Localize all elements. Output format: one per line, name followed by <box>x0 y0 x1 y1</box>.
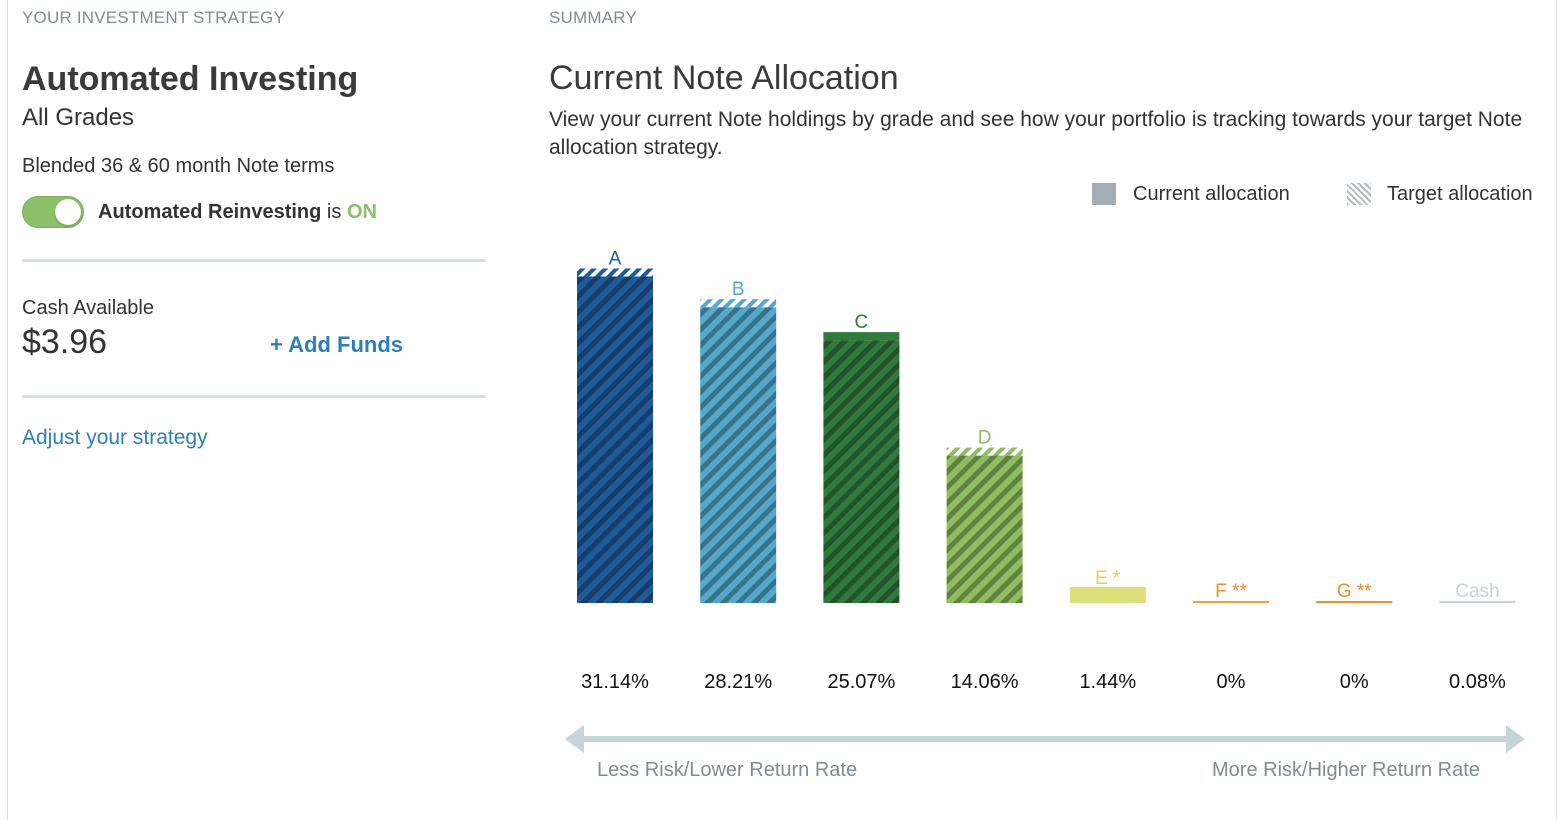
bar-label-3: D <box>978 428 992 449</box>
panel-border-left <box>7 0 8 820</box>
arrow-right-icon <box>1506 725 1525 753</box>
bar-2 <box>823 340 900 603</box>
bar-label-6: G ** <box>1337 581 1372 602</box>
bar-label-0: A <box>609 248 622 269</box>
strategy-grades: All Grades <box>22 104 135 131</box>
value-label-3: 14.06% <box>951 671 1019 693</box>
cash-label: Cash Available <box>22 297 154 319</box>
bar-1 <box>700 307 777 603</box>
risk-axis-high-label: More Risk/Higher Return Rate <box>1212 759 1480 781</box>
risk-arrow-line <box>580 736 1510 742</box>
strategy-terms: Blended 36 & 60 month Note terms <box>22 155 335 177</box>
value-label-6: 0% <box>1340 671 1369 693</box>
arrow-left-icon <box>565 725 584 753</box>
chart-title: Current Note Allocation <box>549 59 899 97</box>
value-label-0: 31.14% <box>581 671 649 693</box>
reinvest-is: is <box>326 201 342 223</box>
bar-label-4: E * <box>1095 568 1121 589</box>
bar-5 <box>1193 601 1269 603</box>
bar-0 <box>577 276 653 603</box>
toggle-knob <box>55 199 81 225</box>
target-cap-1 <box>700 299 777 308</box>
strategy-name: Automated Investing <box>22 60 359 98</box>
bar-label-2: C <box>855 312 869 333</box>
legend-target-label: Target allocation <box>1387 183 1533 205</box>
divider <box>22 395 486 398</box>
reinvest-label: Automated Reinvesting <box>98 201 322 223</box>
target-cap-2 <box>823 332 900 341</box>
bar-label-7: Cash <box>1455 581 1499 602</box>
bar-4 <box>1069 587 1146 603</box>
legend-current-label: Current allocation <box>1133 183 1290 205</box>
value-label-5: 0% <box>1217 671 1246 693</box>
bar-6 <box>1316 601 1393 603</box>
risk-axis-low-label: Less Risk/Lower Return Rate <box>597 759 858 781</box>
panel-border-right <box>1556 0 1557 820</box>
reinvest-status: Automated Reinvesting is ON <box>98 201 377 224</box>
value-label-1: 28.21% <box>704 671 772 693</box>
adjust-strategy-link[interactable]: Adjust your strategy <box>22 426 208 449</box>
summary-section-label: SUMMARY <box>549 8 637 27</box>
reinvest-toggle[interactable] <box>22 196 84 228</box>
bar-label-5: F ** <box>1215 581 1247 602</box>
strategy-section-label: YOUR INVESTMENT STRATEGY <box>22 8 285 27</box>
bar-7 <box>1439 601 1516 603</box>
divider <box>22 259 486 262</box>
value-label-4: 1.44% <box>1079 671 1136 693</box>
bar-3 <box>946 455 1023 603</box>
bar-label-1: B <box>732 279 745 300</box>
chart-description: View your current Note holdings by grade… <box>549 108 1523 159</box>
target-cap-3 <box>946 447 1023 456</box>
add-funds-link[interactable]: + Add Funds <box>270 332 404 357</box>
legend-current-swatch <box>1092 183 1116 205</box>
legend-target-swatch <box>1347 183 1371 205</box>
cash-value: $3.96 <box>22 323 108 361</box>
value-label-2: 25.07% <box>827 671 895 693</box>
reinvest-state: ON <box>346 201 377 223</box>
value-label-7: 0.08% <box>1449 671 1506 693</box>
target-cap-0 <box>577 268 653 277</box>
